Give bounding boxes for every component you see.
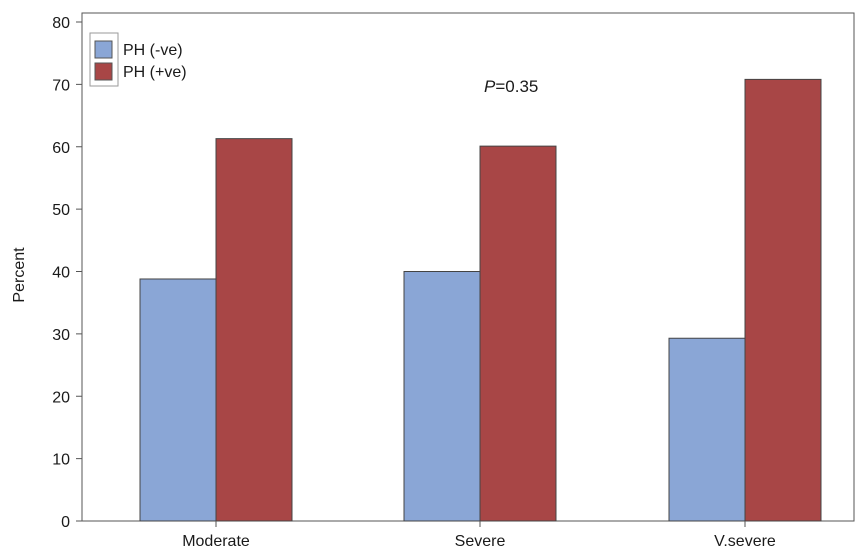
- x-tick-label: Moderate: [182, 533, 250, 550]
- y-tick-label: 40: [52, 265, 70, 282]
- y-tick-label: 20: [52, 389, 70, 406]
- y-tick-label: 80: [52, 15, 70, 32]
- legend-label-ph-negative: PH (-ve): [123, 42, 183, 59]
- y-axis-label: Percent: [11, 247, 28, 303]
- legend-swatch-ph-positive: [94, 62, 113, 81]
- y-tick-label: 50: [52, 202, 70, 219]
- bar-severe-ph-negative: [403, 271, 481, 522]
- bar-moderate-ph-negative: [139, 278, 217, 522]
- bars: [139, 78, 822, 522]
- y-tick-label: 0: [61, 514, 70, 531]
- legend: PH (-ve) PH (+ve): [89, 32, 187, 87]
- bar-moderate-ph-positive: [215, 138, 293, 522]
- y-tick-label: 70: [52, 77, 70, 94]
- legend-swatch-ph-negative: [94, 40, 113, 59]
- y-axis-ticks: 0 10 20 30 40 50 60 70 80: [52, 15, 82, 531]
- p-value-symbol: P: [484, 77, 496, 96]
- x-axis-labels: Moderate Severe V.severe: [182, 521, 776, 550]
- y-tick-label: 30: [52, 327, 70, 344]
- x-tick-label: Severe: [455, 533, 506, 550]
- p-value-text: =0.35: [495, 77, 538, 96]
- bar-severe-ph-positive: [479, 145, 557, 522]
- p-value-annotation: P=0.35: [484, 77, 538, 96]
- y-tick-label: 10: [52, 452, 70, 469]
- bar-v-severe-ph-positive: [744, 78, 822, 522]
- legend-label-ph-positive: PH (+ve): [123, 64, 187, 81]
- x-tick-label: V.severe: [714, 533, 776, 550]
- y-tick-label: 60: [52, 140, 70, 157]
- bar-v-severe-ph-negative: [668, 337, 746, 522]
